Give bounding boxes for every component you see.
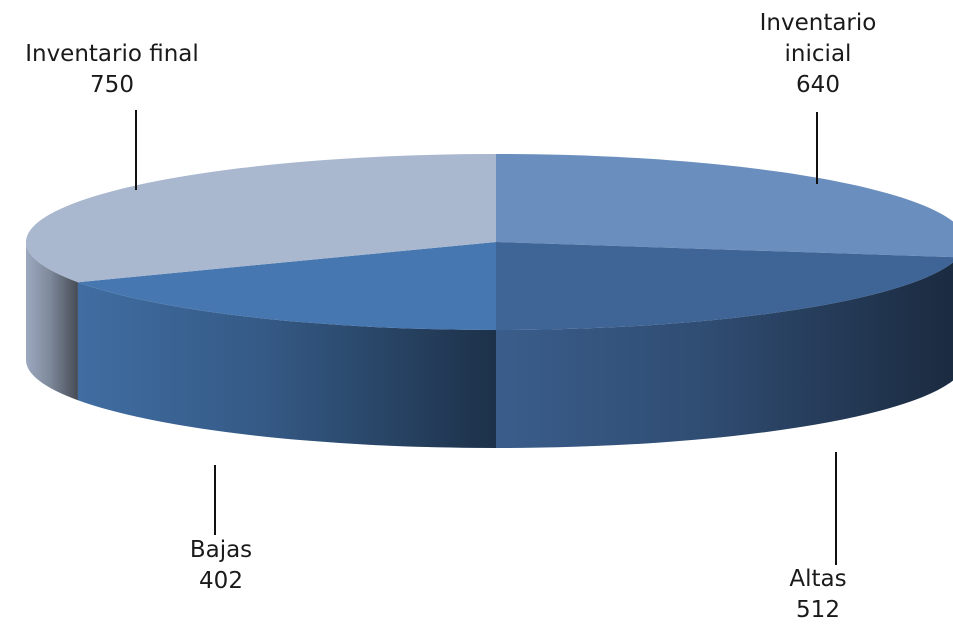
pie-side-walls — [26, 242, 953, 448]
slice-top-0 — [496, 154, 953, 258]
slice-labels: Inventario inicial 640 Altas 512 Bajas 402 Inve… — [25, 10, 876, 623]
slice-name-2-0: Bajas — [190, 537, 252, 563]
slice-value-1: 512 — [796, 597, 840, 623]
pie-top-faces — [25, 154, 953, 330]
slice-label-3: Inventario final 750 — [25, 41, 199, 98]
slice-label-1: Altas 512 — [789, 566, 846, 623]
slice-top-3 — [25, 154, 496, 283]
slice-value-0: 640 — [796, 72, 840, 98]
slice-value-2: 402 — [199, 568, 243, 594]
slice-name-0-1: inicial — [785, 41, 852, 67]
slice-name-1-0: Altas — [789, 566, 846, 592]
slice-value-3: 750 — [90, 72, 134, 98]
side-wall-shade-2 — [77, 282, 497, 448]
slice-name-3-0: Inventario final — [25, 41, 199, 67]
slice-label-0: Inventario inicial 640 — [760, 10, 877, 98]
slice-name-0-0: Inventario — [760, 10, 877, 36]
side-wall-shade-3 — [26, 242, 78, 401]
slice-top-1 — [496, 242, 953, 330]
slice-label-2: Bajas 402 — [190, 537, 252, 594]
leader-lines — [135, 110, 837, 565]
slice-top-2 — [77, 242, 497, 330]
side-wall-shade-1 — [496, 262, 953, 448]
